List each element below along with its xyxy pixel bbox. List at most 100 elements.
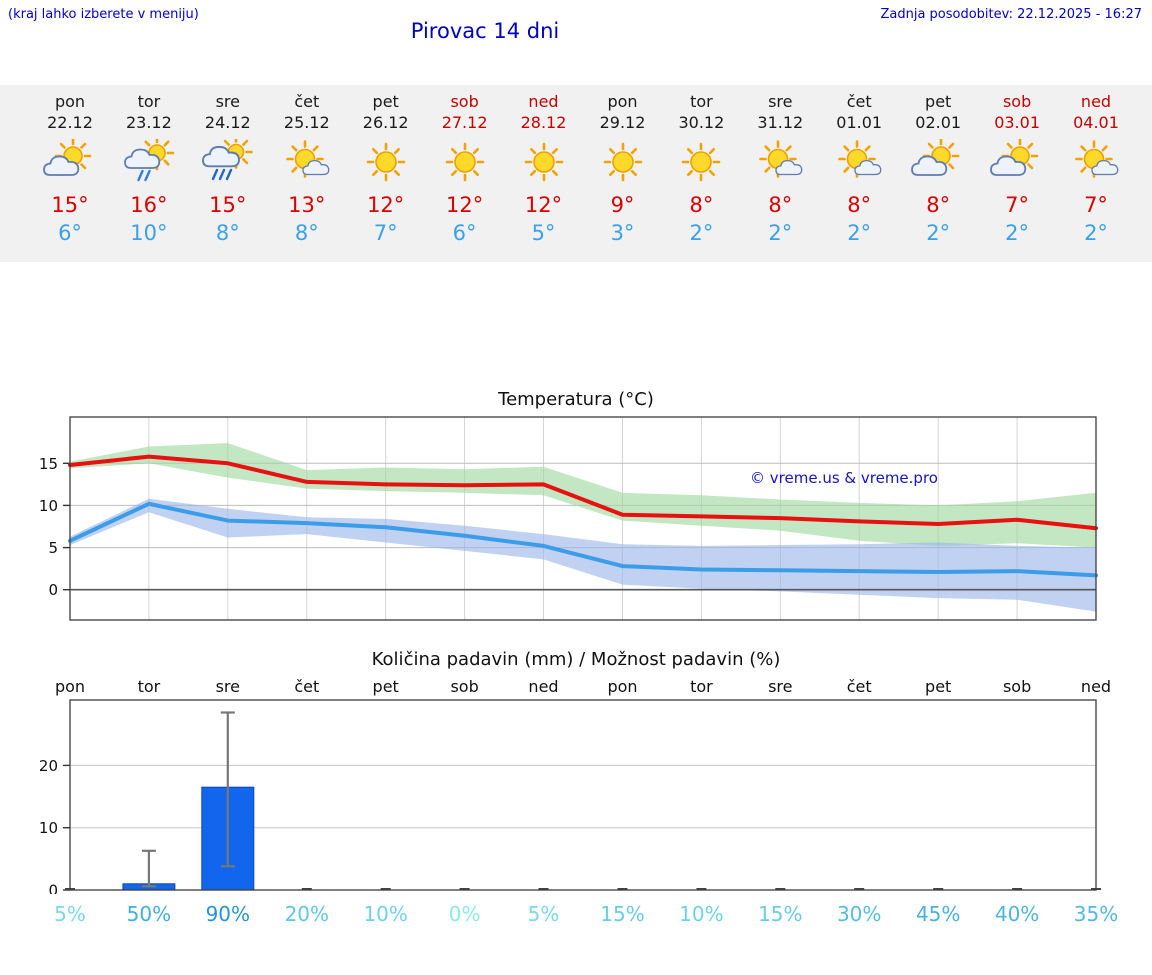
day-date: 30.12 [678,113,725,132]
precip-day-label: čet [846,677,872,696]
day-high-temp: 8° [768,193,793,217]
day-low-temp: 10° [130,221,168,245]
precip-zero-mark [775,888,786,890]
forecast-strip: pon 22.12 15° 6° tor 23.12 16° 10° sre 24.12 15° 8°… [0,85,1152,262]
weather-icon [188,134,267,190]
min-temperature-line [68,501,1098,578]
weather-icon [741,134,820,190]
precip-probability: 15% [600,902,645,926]
sun-small-cloud-icon [1075,140,1119,178]
precip-zero-mark [301,888,312,890]
weather-icon [109,134,188,190]
forecast-day-29.12: pon 29.12 9° 3° [583,85,662,246]
precip-day-label: čet [294,677,320,696]
day-date: 22.12 [47,113,93,132]
menu-hint: (kraj lahko izberete v meniju) [8,7,199,22]
day-name: sob [450,92,479,111]
day-low-temp: 2° [926,221,951,245]
precip-zero-mark [617,888,628,890]
precip-probability: 45% [915,902,961,926]
sun-cloud-icon [43,139,92,176]
forecast-day-26.12: pet 26.12 12° 7° [346,85,425,246]
day-name: pet [925,92,952,111]
precip-day-labels-row: pon tor sre čet pet sob ned pon tor sre čet pet sob n… [0,677,1152,699]
day-name: sre [768,92,793,111]
day-date: 04.01 [1073,113,1119,132]
day-date: 28.12 [520,113,567,132]
precip-probability: 0% [448,902,481,926]
weather-icon [583,134,662,190]
day-low-temp: 2° [768,221,793,245]
sunny-icon [682,142,721,182]
day-high-temp: 9° [610,193,635,217]
precip-zero-mark [538,888,549,890]
day-date: 23.12 [125,113,172,132]
day-high-temp: 15° [209,193,247,217]
forecast-day-22.12: pon 22.12 15° 6° [31,85,110,246]
page-title: Pirovac 14 dni [410,19,560,43]
precip-day-label: sob [450,677,479,696]
day-name: pon [54,92,86,111]
sun-small-cloud-icon [759,140,803,178]
precip-probability: 5% [54,902,86,926]
precipitation-chart: 0 10 20 [39,699,1101,894]
day-date: 27.12 [441,113,488,132]
sun-small-cloud-icon [838,140,882,178]
day-high-temp: 8° [926,193,951,217]
forecast-day-04.01: ned 04.01 7° 2° [1057,85,1136,246]
precip-day-label: pon [54,677,86,696]
precip-day-label: ned [1080,677,1112,696]
day-name: tor [137,92,161,111]
y-tick-label: 0 [48,581,58,599]
forecast-day-01.01: čet 01.01 8° 2° [820,85,899,246]
day-high-temp: 7° [1084,193,1108,217]
weather-icon [504,134,583,190]
day-low-temp: 8° [294,221,319,245]
precip-probability: 35% [1073,902,1119,926]
weather-icon [425,134,504,190]
day-name: čet [294,92,320,111]
day-name: čet [846,92,872,111]
weather-icon [267,134,346,190]
day-low-temp: 2° [689,221,714,245]
weather-icon [820,134,899,190]
precip-zero-mark [459,888,470,890]
y-tick-label: 20 [39,757,58,775]
temperature-chart-title: Temperatura (°C) [498,389,654,410]
day-high-temp: 7° [1005,193,1030,217]
day-low-temp: 7° [373,221,398,245]
precipitation-chart-title: Količina padavin (mm) / Možnost padavin … [371,649,781,670]
day-low-temp: 6° [452,221,477,245]
precip-day-label: pet [372,677,399,696]
rain-icon [201,139,253,181]
day-name: ned [528,92,559,111]
precip-probability: 50% [126,902,172,926]
sunny-icon [366,142,405,182]
precip-day-label: pet [925,677,952,696]
day-high-temp: 8° [847,193,872,217]
day-high-temp: 12° [445,193,484,217]
day-high-temp: 13° [288,193,326,217]
day-low-temp: 2° [1084,221,1108,245]
precip-zero-mark [380,888,391,890]
precip-probability: 5% [527,902,560,926]
precip-probability: 90% [205,902,251,926]
day-low-temp: 2° [1005,221,1030,245]
day-date: 24.12 [204,113,251,132]
day-low-temp: 5° [531,221,556,245]
day-name: pet [372,92,399,111]
precip-zero-mark [696,888,707,890]
day-name: sre [215,92,240,111]
forecast-day-23.12: tor 23.12 16° 10° [109,85,188,246]
sunny-icon [524,142,563,182]
precip-error-bar [141,849,156,888]
day-date: 31.12 [757,113,804,132]
day-low-temp: 3° [610,221,635,245]
temp-plot-frame [69,416,1097,621]
day-name: ned [1080,92,1112,111]
max-temperature-line [68,454,1098,531]
precip-probability: 15% [758,902,803,926]
forecast-day-31.12: sre 31.12 8° 2° [741,85,820,246]
sun-cloud-icon [911,139,960,176]
